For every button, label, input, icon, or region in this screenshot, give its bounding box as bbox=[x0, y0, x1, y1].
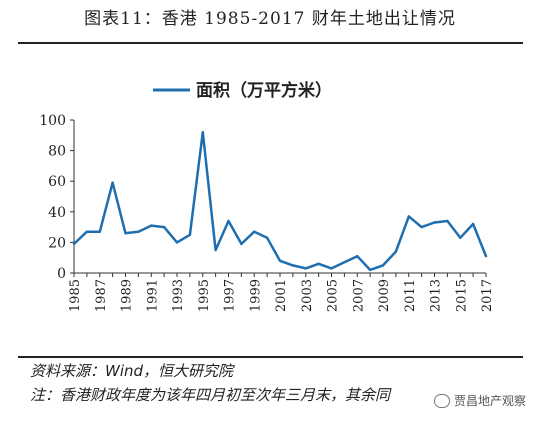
x-tick-label: 1993 bbox=[171, 279, 186, 312]
fiscal-year-note: 注：香港财政年度为该年四月初至次年三月末，其余同 bbox=[30, 386, 391, 404]
data-point bbox=[124, 232, 127, 235]
data-point bbox=[330, 267, 333, 270]
x-tick-label: 2013 bbox=[429, 279, 444, 312]
x-tick-label: 1989 bbox=[120, 279, 135, 312]
data-point bbox=[343, 261, 346, 264]
footer-rule bbox=[18, 356, 523, 358]
data-point bbox=[278, 259, 282, 262]
y-tick-label: 100 bbox=[39, 113, 66, 129]
wechat-icon bbox=[433, 393, 450, 408]
data-point bbox=[420, 225, 423, 229]
data-point bbox=[304, 267, 307, 270]
data-point bbox=[201, 131, 204, 134]
data-point bbox=[227, 219, 230, 223]
data-point bbox=[98, 230, 101, 233]
data-point bbox=[175, 241, 179, 244]
series-line-area bbox=[73, 130, 488, 272]
data-point bbox=[72, 242, 76, 246]
x-tick-label: 2001 bbox=[274, 279, 289, 312]
data-point bbox=[356, 254, 359, 258]
y-tick-label: 80 bbox=[48, 144, 66, 160]
data-point bbox=[407, 215, 410, 218]
x-tick-label: 2007 bbox=[351, 279, 366, 312]
watermark: 贾昌地产观察 bbox=[433, 392, 526, 409]
data-point bbox=[394, 250, 398, 253]
y-tick-label: 20 bbox=[48, 235, 66, 251]
title-rule bbox=[18, 42, 523, 44]
data-point bbox=[471, 222, 475, 226]
data-point bbox=[188, 233, 192, 236]
x-tick-label: 1987 bbox=[94, 279, 109, 312]
data-point bbox=[381, 264, 385, 267]
data-point bbox=[150, 224, 153, 227]
data-point bbox=[111, 181, 114, 184]
x-tick-label: 2009 bbox=[377, 279, 392, 312]
data-point bbox=[214, 248, 217, 252]
data-point bbox=[368, 268, 372, 272]
x-tick-label: 1985 bbox=[68, 279, 83, 312]
y-tick-label: 0 bbox=[57, 266, 66, 282]
x-tick-label: 2017 bbox=[480, 279, 495, 312]
data-point bbox=[162, 225, 166, 229]
data-point bbox=[433, 221, 436, 224]
source-note: 资料来源：Wind，恒大研究院 bbox=[30, 362, 234, 380]
data-point bbox=[137, 230, 140, 233]
data-point bbox=[484, 254, 488, 258]
page-title: 图表11：香港 1985-2017 财年土地出让情况 bbox=[84, 9, 456, 29]
data-point bbox=[265, 236, 269, 240]
x-tick-label: 1995 bbox=[197, 279, 212, 312]
y-tick-label: 60 bbox=[48, 174, 66, 190]
x-tick-label: 2015 bbox=[454, 279, 469, 312]
data-point bbox=[446, 219, 449, 223]
x-tick-label: 1999 bbox=[248, 279, 263, 312]
x-tick-label: 2003 bbox=[300, 279, 315, 312]
legend-label: 面积（万平方米） bbox=[196, 80, 332, 101]
data-point bbox=[240, 242, 243, 246]
data-point bbox=[317, 262, 320, 266]
y-tick-label: 40 bbox=[48, 205, 66, 221]
data-point bbox=[253, 230, 256, 233]
watermark-text: 贾昌地产观察 bbox=[453, 394, 526, 408]
x-tick-label: 2011 bbox=[403, 279, 418, 312]
x-tick-label: 1997 bbox=[223, 279, 238, 312]
line-chart: 面积（万平方米） 0 20 40 60 80 100 1985 1987 1989 1991 1993… bbox=[39, 80, 495, 312]
x-tick-label: 1991 bbox=[145, 279, 160, 312]
data-point bbox=[291, 264, 295, 267]
x-tick-label: 2005 bbox=[326, 279, 341, 312]
data-point bbox=[459, 236, 462, 240]
data-point bbox=[85, 230, 89, 233]
